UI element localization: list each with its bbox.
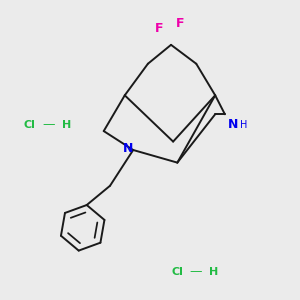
Text: F: F	[176, 17, 184, 30]
Text: H: H	[209, 267, 218, 277]
Text: N: N	[122, 142, 133, 155]
Text: Cl: Cl	[171, 267, 183, 277]
Text: N: N	[228, 118, 238, 131]
Text: F: F	[155, 22, 164, 35]
Text: —: —	[189, 266, 202, 278]
Text: Cl: Cl	[24, 120, 36, 130]
Text: H: H	[62, 120, 71, 130]
Text: H: H	[240, 120, 248, 130]
Text: —: —	[42, 118, 55, 131]
